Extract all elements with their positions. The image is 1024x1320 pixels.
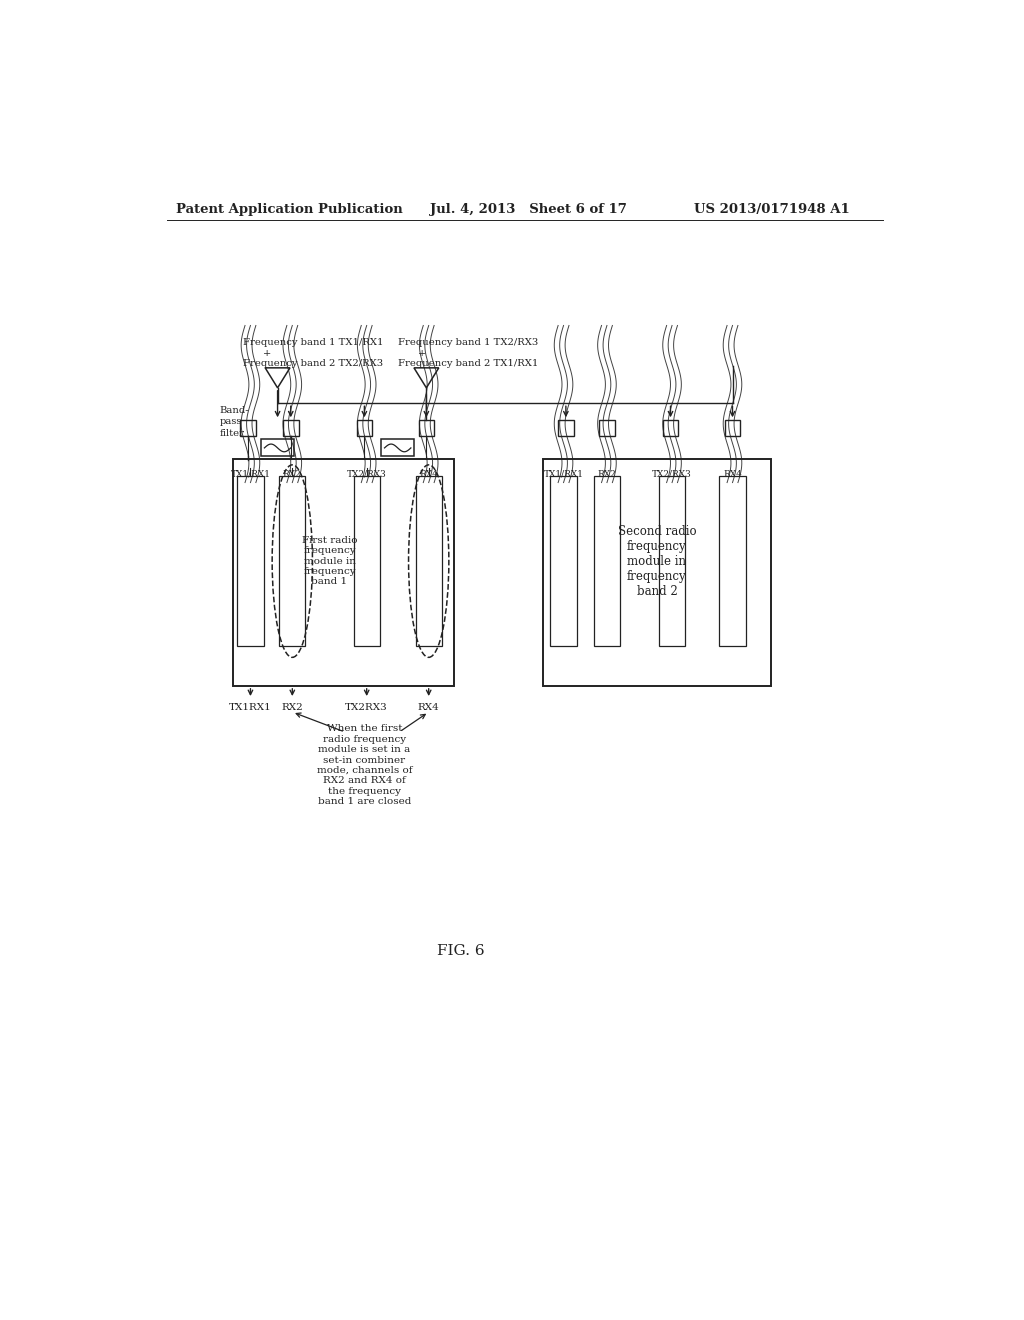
Text: TX1RX1: TX1RX1 [229,702,271,711]
Text: TX1/RX1: TX1/RX1 [230,470,270,479]
Text: Frequency band 2 TX2/RX3: Frequency band 2 TX2/RX3 [243,359,383,368]
Text: Frequency band 1 TX1/RX1: Frequency band 1 TX1/RX1 [243,338,383,347]
Text: RX2: RX2 [598,470,616,479]
Bar [283,420,299,436]
Text: +: + [263,350,271,358]
Bar [663,420,678,436]
Bar [658,477,685,645]
Text: TX1/RX1: TX1/RX1 [544,470,584,479]
Text: RX4: RX4 [419,470,438,479]
Text: Frequency band 2 TX1/RX1: Frequency band 2 TX1/RX1 [397,359,538,368]
Text: RX2: RX2 [283,470,302,479]
Bar [261,440,294,457]
Bar [232,459,454,686]
Text: Jul. 4, 2013   Sheet 6 of 17: Jul. 4, 2013 Sheet 6 of 17 [430,203,627,216]
Text: FIG. 6: FIG. 6 [437,944,485,958]
Bar [353,477,380,645]
Text: First radio
frequency
module in
frequency
band 1: First radio frequency module in frequenc… [302,536,357,586]
Bar [381,440,414,457]
Bar [238,477,263,645]
Bar [419,420,434,436]
Text: RX4: RX4 [723,470,742,479]
Bar [543,459,771,686]
Bar [416,477,442,645]
Text: Patent Application Publication: Patent Application Publication [176,203,402,216]
Text: TX2/RX3: TX2/RX3 [652,470,692,479]
Text: Second radio
frequency
module in
frequency
band 2: Second radio frequency module in frequen… [617,524,696,598]
Bar [599,420,614,436]
Bar [550,477,577,645]
Text: TX2RX3: TX2RX3 [345,702,388,711]
Bar [725,420,740,436]
Bar [719,477,745,645]
Bar [594,477,621,645]
Text: TX2/RX3: TX2/RX3 [347,470,387,479]
Bar [356,420,372,436]
Text: Frequency band 1 TX2/RX3: Frequency band 1 TX2/RX3 [397,338,538,347]
Bar [558,420,573,436]
Text: Band-
pass
filter: Band- pass filter [219,407,249,437]
Text: US 2013/0171948 A1: US 2013/0171948 A1 [693,203,850,216]
Text: RX4: RX4 [418,702,439,711]
Text: RX2: RX2 [282,702,303,711]
Bar [241,420,256,436]
Text: +: + [418,350,426,358]
Text: When the first
radio frequency
module is set in a
set-in combiner
mode, channels: When the first radio frequency module is… [316,725,412,807]
Bar [280,477,305,645]
